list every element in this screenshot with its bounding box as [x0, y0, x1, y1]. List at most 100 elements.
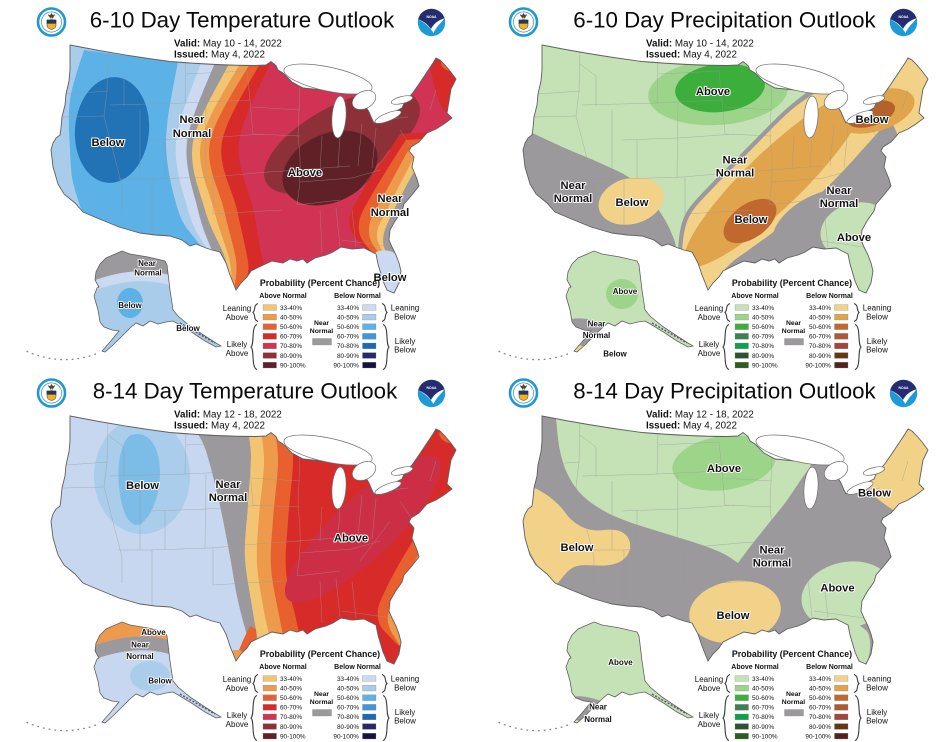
svg-text:Below: Below: [394, 684, 416, 693]
svg-text:Leaning: Leaning: [391, 675, 419, 684]
svg-text:50-60%: 50-60%: [752, 695, 774, 702]
svg-text:Near: Near: [378, 193, 404, 205]
svg-text:90-100%: 90-100%: [805, 733, 831, 740]
svg-text:Near: Near: [826, 185, 852, 197]
svg-text:Normal: Normal: [582, 331, 610, 340]
svg-text:90-100%: 90-100%: [280, 733, 306, 740]
svg-text:Below: Below: [176, 324, 200, 333]
svg-text:40-50%: 40-50%: [808, 685, 830, 692]
svg-text:Issued: May 4, 2022: Issued: May 4, 2022: [174, 420, 265, 431]
svg-text:Normal: Normal: [553, 193, 592, 205]
svg-text:Above: Above: [226, 313, 249, 322]
svg-text:33-40%: 33-40%: [337, 305, 359, 312]
svg-text:NOAA: NOAA: [898, 386, 909, 390]
svg-text:Likely: Likely: [227, 340, 247, 349]
svg-text:Above Normal: Above Normal: [259, 293, 307, 300]
svg-text:Leaning: Leaning: [223, 675, 251, 684]
svg-text:Below Normal: Below Normal: [806, 664, 853, 671]
svg-text:Near: Near: [722, 155, 748, 167]
svg-text:Above: Above: [697, 349, 720, 358]
svg-text:Issued: May 4, 2022: Issued: May 4, 2022: [174, 49, 265, 60]
svg-text:Normal: Normal: [173, 128, 212, 140]
svg-text:70-80%: 70-80%: [337, 714, 359, 721]
svg-text:Above: Above: [226, 349, 249, 358]
svg-text:Leaning: Leaning: [862, 304, 890, 313]
svg-text:Above Normal: Above Normal: [259, 664, 307, 671]
svg-text:Normal: Normal: [134, 269, 162, 278]
svg-text:Below: Below: [866, 717, 888, 726]
svg-text:Probability (Percent Chance): Probability (Percent Chance): [731, 649, 851, 659]
svg-text:60-70%: 60-70%: [808, 334, 830, 341]
svg-text:50-60%: 50-60%: [337, 695, 359, 702]
svg-text:80-90%: 80-90%: [280, 724, 302, 731]
svg-text:Normal: Normal: [310, 328, 334, 335]
svg-text:Above Normal: Above Normal: [731, 664, 779, 671]
svg-text:Valid: May 10 - 14, 2022: Valid: May 10 - 14, 2022: [646, 39, 754, 50]
svg-text:70-80%: 70-80%: [280, 343, 302, 350]
svg-text:Valid: May 10 - 14, 2022: Valid: May 10 - 14, 2022: [174, 39, 282, 50]
svg-text:Below: Below: [126, 480, 159, 492]
svg-text:40-50%: 40-50%: [337, 685, 359, 692]
svg-text:80-90%: 80-90%: [337, 724, 359, 731]
svg-text:NOAA: NOAA: [427, 386, 438, 390]
svg-text:Above Normal: Above Normal: [731, 293, 779, 300]
svg-text:Above: Above: [141, 628, 166, 637]
svg-text:Likely: Likely: [227, 711, 247, 720]
svg-text:80-90%: 80-90%: [808, 724, 830, 731]
svg-text:Above: Above: [226, 720, 249, 729]
svg-text:Likely: Likely: [698, 340, 718, 349]
svg-text:70-80%: 70-80%: [280, 714, 302, 721]
svg-text:50-60%: 50-60%: [337, 324, 359, 331]
svg-text:Near: Near: [589, 703, 607, 712]
svg-text:Below: Below: [394, 313, 416, 322]
svg-text:Below: Below: [118, 301, 142, 310]
svg-text:Below: Below: [603, 350, 627, 359]
svg-text:33-40%: 33-40%: [337, 676, 359, 683]
svg-text:Near: Near: [785, 320, 800, 327]
svg-text:Above: Above: [226, 684, 249, 693]
svg-text:90-100%: 90-100%: [805, 362, 831, 369]
svg-text:Above: Above: [697, 720, 720, 729]
svg-text:Above: Above: [608, 658, 633, 667]
svg-text:33-40%: 33-40%: [808, 305, 830, 312]
svg-text:Valid: May 12 - 18, 2022: Valid: May 12 - 18, 2022: [174, 410, 282, 421]
svg-text:Normal: Normal: [310, 699, 334, 706]
svg-text:90-100%: 90-100%: [280, 362, 306, 369]
svg-text:Below Normal: Below Normal: [334, 664, 381, 671]
svg-text:90-100%: 90-100%: [752, 362, 778, 369]
svg-text:Below: Below: [394, 346, 416, 355]
svg-text:NOAA: NOAA: [898, 15, 909, 19]
svg-text:8-14 Day Temperature Outlook: 8-14 Day Temperature Outlook: [93, 379, 398, 404]
svg-text:50-60%: 50-60%: [280, 695, 302, 702]
svg-text:80-90%: 80-90%: [280, 353, 302, 360]
svg-text:Normal: Normal: [584, 715, 612, 724]
svg-text:Likely: Likely: [866, 708, 886, 717]
svg-text:Normal: Normal: [752, 558, 791, 570]
svg-text:Below: Below: [855, 114, 888, 126]
svg-text:6-10 Day Precipitation Outlook: 6-10 Day Precipitation Outlook: [573, 8, 876, 33]
svg-text:Leaning: Leaning: [862, 675, 890, 684]
svg-text:90-100%: 90-100%: [333, 362, 359, 369]
svg-text:Above: Above: [697, 684, 720, 693]
svg-text:33-40%: 33-40%: [752, 305, 774, 312]
svg-text:Above: Above: [706, 463, 740, 475]
svg-text:80-90%: 80-90%: [752, 724, 774, 731]
svg-text:60-70%: 60-70%: [752, 705, 774, 712]
svg-text:Leaning: Leaning: [694, 675, 722, 684]
svg-text:Below: Below: [866, 684, 888, 693]
svg-text:60-70%: 60-70%: [337, 334, 359, 341]
svg-text:Below: Below: [148, 677, 172, 686]
svg-text:50-60%: 50-60%: [752, 324, 774, 331]
svg-text:6-10 Day Temperature Outlook: 6-10 Day Temperature Outlook: [90, 8, 395, 33]
svg-text:33-40%: 33-40%: [280, 305, 302, 312]
svg-text:Near: Near: [216, 479, 242, 491]
svg-text:Near: Near: [138, 259, 156, 268]
svg-text:Below Normal: Below Normal: [806, 293, 853, 300]
svg-text:Above: Above: [288, 167, 322, 179]
svg-text:Near: Near: [314, 320, 329, 327]
svg-text:33-40%: 33-40%: [280, 676, 302, 683]
svg-text:40-50%: 40-50%: [280, 314, 302, 321]
svg-text:33-40%: 33-40%: [808, 676, 830, 683]
svg-text:Near: Near: [560, 180, 586, 192]
svg-text:Below: Below: [560, 542, 593, 554]
